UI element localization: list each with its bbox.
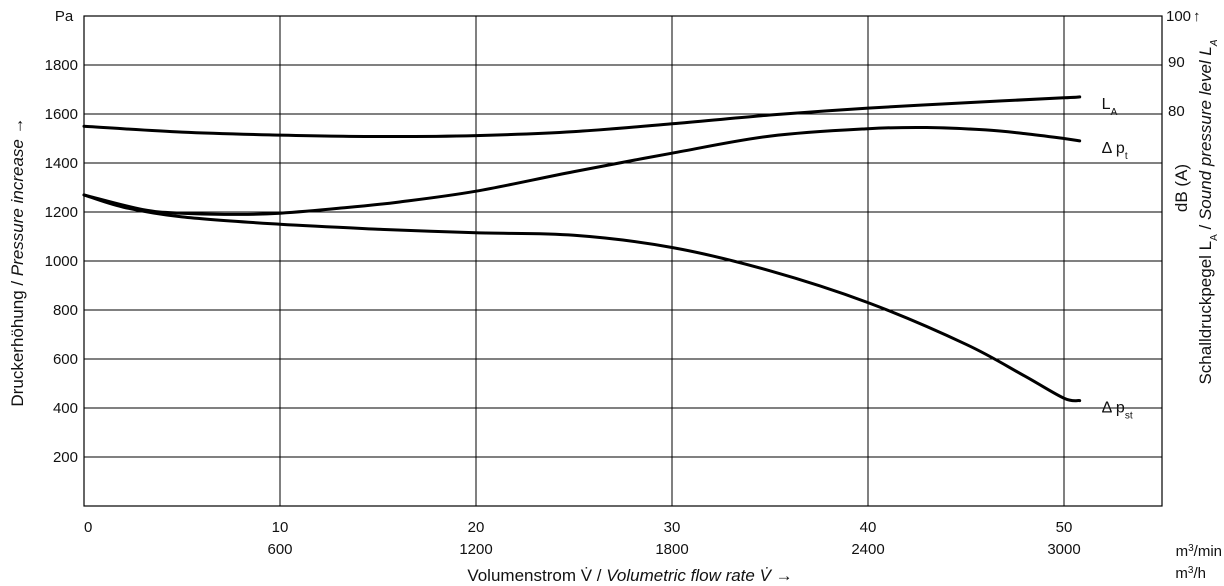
x-tick-label-secondary: 2400: [851, 541, 884, 558]
x-axis-title-de: Volumenstrom V̇ /: [467, 566, 606, 585]
right-axis-title-sep: /: [1196, 220, 1215, 234]
left-axis-title-de: Druckerhöhung /: [8, 276, 27, 406]
series-label-la-main: L: [1102, 96, 1111, 113]
left-axis-title: Druckerhöhung / Pressure increase →: [8, 117, 27, 406]
x-tick-label-primary: 10: [272, 519, 289, 536]
right-axis-title: Schalldruckpegel LA / Sound pressure lev…: [1196, 39, 1220, 384]
x-tick-label-primary: 30: [664, 519, 681, 536]
left-tick-label: 400: [53, 400, 78, 417]
series-label-dpt: Δ pt: [1102, 140, 1128, 162]
right-axis-top-value: 100: [1166, 8, 1191, 25]
left-tick-label: 1800: [45, 57, 78, 74]
x-tick-label-primary: 0: [84, 519, 92, 536]
series-label-dpt-main: Δ p: [1102, 140, 1125, 157]
x-unit-primary-suffix: /min: [1194, 543, 1222, 560]
right-axis-title-en: Sound pressure level L: [1196, 46, 1215, 220]
left-tick-label: 1000: [45, 253, 78, 270]
x-unit-primary: m3/min: [1176, 543, 1222, 561]
x-tick-label-secondary: 1200: [459, 541, 492, 558]
right-axis-title-de-sub: A: [1209, 234, 1220, 241]
x-tick-label-secondary: 1800: [655, 541, 688, 558]
right-axis-title-en-sub: A: [1209, 39, 1220, 47]
series-label-dpst: Δ pst: [1102, 400, 1133, 422]
curve-static-pressure-dpst: [82, 193, 1082, 403]
right-axis-title-de: Schalldruckpegel L: [1196, 241, 1215, 385]
series-label-dpst-main: Δ p: [1102, 400, 1125, 417]
x-tick-label-secondary: 3000: [1047, 541, 1080, 558]
x-unit-secondary: m3/h: [1175, 565, 1206, 583]
x-tick-label-primary: 50: [1056, 519, 1073, 536]
x-unit-secondary-suffix: /h: [1193, 565, 1206, 582]
x-axis-title: Volumenstrom V̇ / Volumetric flow rate V…: [467, 566, 792, 585]
x-tick-label-secondary: 600: [267, 541, 292, 558]
label-layer: LAΔ ptΔ pst: [1102, 96, 1133, 421]
x-unit-primary-base: m: [1176, 543, 1189, 560]
left-tick-label: 800: [53, 302, 78, 319]
curve-total-pressure-dpt: [82, 125, 1082, 216]
grid-layer: [84, 16, 1162, 506]
right-tick-label: 80: [1168, 103, 1185, 120]
x-unit-secondary-base: m: [1175, 565, 1188, 582]
left-tick-label: 200: [53, 449, 78, 466]
series-label-la-sub: A: [1111, 106, 1118, 117]
x-axis-title-en: Volumetric flow rate V̇ →: [606, 566, 792, 585]
left-tick-label: 1200: [45, 204, 78, 221]
left-axis-unit: Pa: [55, 8, 74, 25]
left-tick-label: 1400: [45, 155, 78, 172]
x-unit-primary-sup: 3: [1188, 543, 1194, 554]
right-axis-top-arrow: ↑: [1193, 8, 1201, 25]
x-tick-label-primary: 20: [468, 519, 485, 536]
left-tick-label: 1600: [45, 106, 78, 123]
left-tick-label: 600: [53, 351, 78, 368]
right-axis-unit: dB (A): [1172, 164, 1191, 212]
series-label-la: LA: [1102, 96, 1118, 118]
plot-frame: [83, 15, 1163, 507]
curve-sound-level-la: [82, 95, 1082, 139]
left-axis-title-en: Pressure increase →: [8, 117, 27, 276]
x-tick-label-primary: 40: [860, 519, 877, 536]
right-tick-label: 90: [1168, 54, 1185, 71]
series-label-dpst-sub: st: [1125, 410, 1133, 421]
series-label-dpt-sub: t: [1125, 150, 1128, 161]
right-axis-top-label: 100 ↑: [1166, 8, 1201, 25]
curve-layer: [82, 95, 1082, 403]
x-unit-secondary-sup: 3: [1188, 565, 1194, 576]
